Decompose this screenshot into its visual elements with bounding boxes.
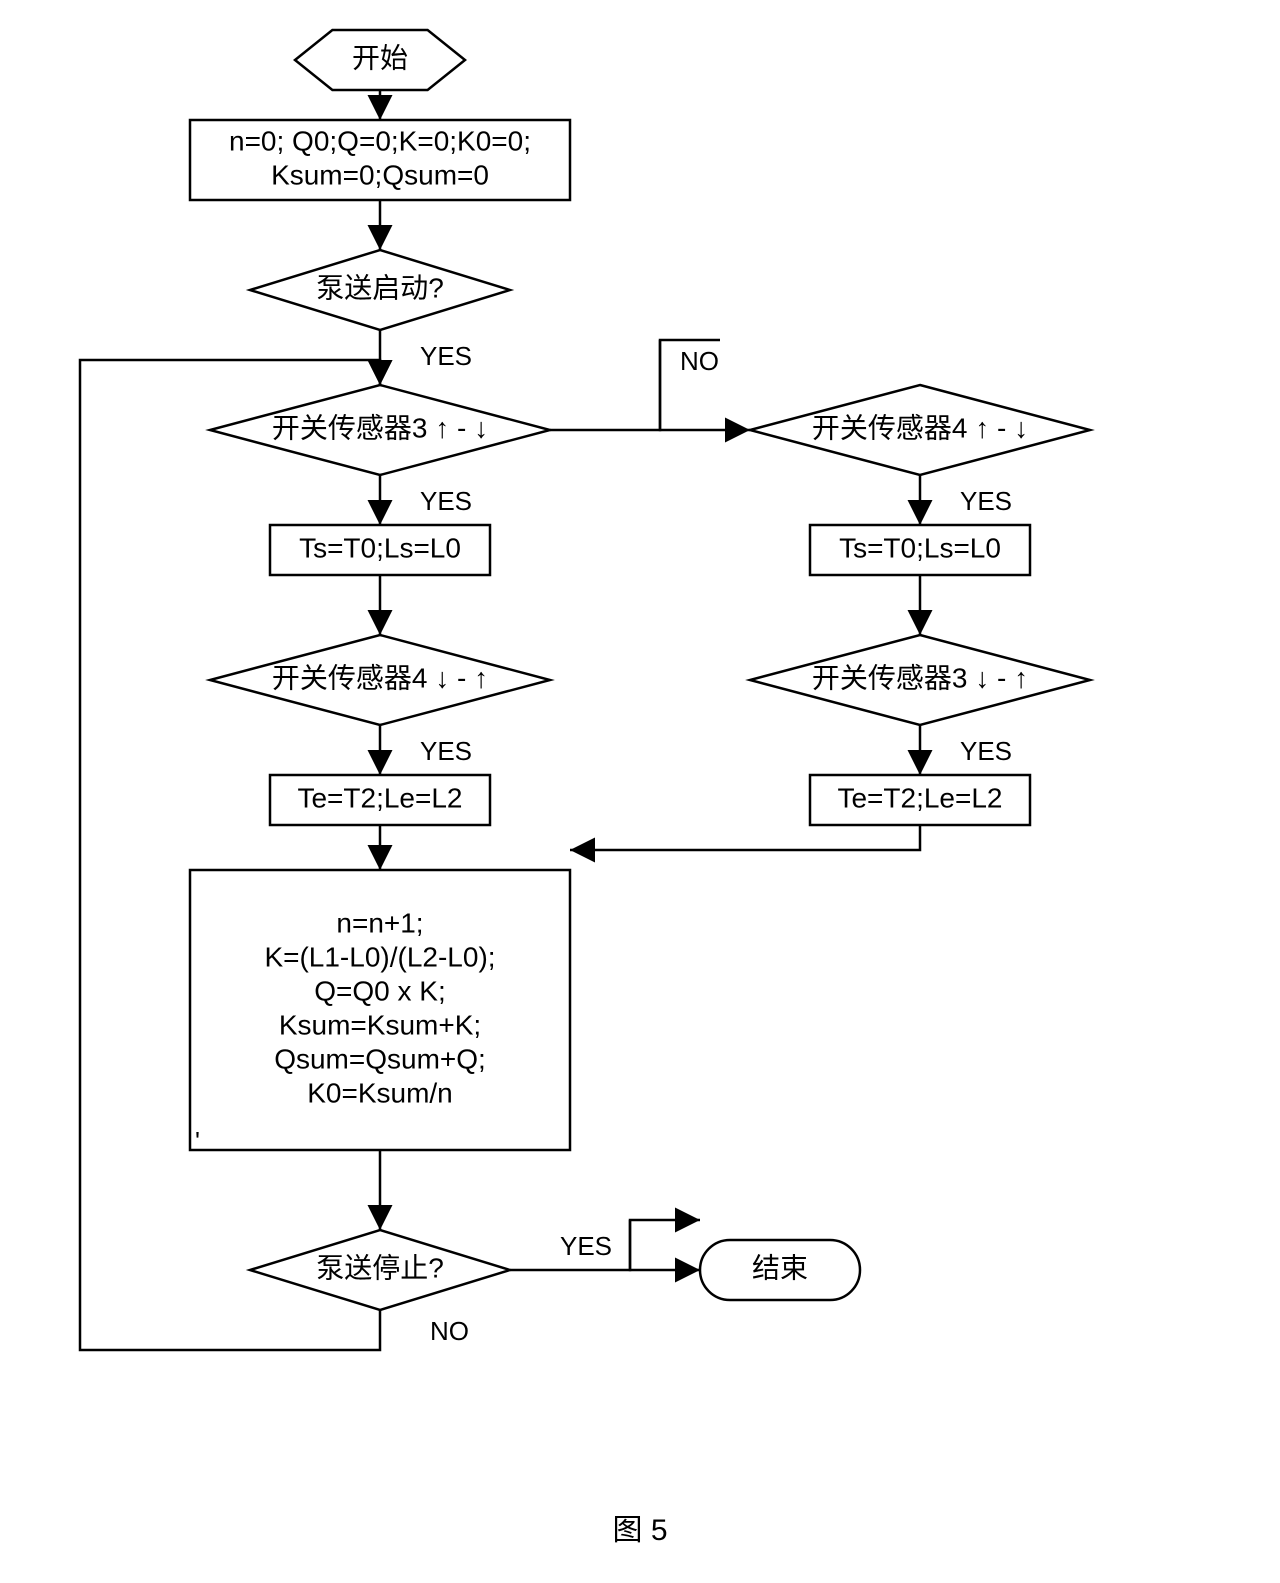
edge-9: [630, 1220, 700, 1270]
edge-label-5: YES: [420, 736, 472, 766]
edge-16: [570, 825, 920, 850]
sens4b-node-text: 开关传感器4 ↓ - ↑: [272, 662, 488, 693]
te1-node-text: Te=T2;Le=L2: [297, 782, 462, 813]
init-node-text: Ksum=0;Qsum=0: [271, 159, 489, 190]
te2-node-text: Te=T2;Le=L2: [837, 782, 1002, 813]
edge-label-8: YES: [560, 1231, 612, 1261]
edge-label-10: NO: [430, 1316, 469, 1346]
ts1-node-text: Ts=T0;Ls=L0: [299, 532, 461, 563]
pumpOff-node-text: 泵送停止?: [316, 1252, 444, 1283]
edge-10: [80, 360, 380, 1350]
calc-node-text: Q=Q0 x K;: [314, 975, 446, 1006]
calc-node-text: Ksum=Ksum+K;: [279, 1009, 481, 1040]
calc-node-text: n=n+1;: [336, 907, 423, 938]
sens3a-node-text: 开关传感器3 ↑ - ↓: [272, 412, 488, 443]
edge-label-13: YES: [960, 486, 1012, 516]
figure-caption: 图 5: [612, 1514, 667, 1547]
calc-node-text: Qsum=Qsum+Q;: [274, 1043, 486, 1074]
ts2-node-text: Ts=T0;Ls=L0: [839, 532, 1001, 563]
edge-label-15: YES: [960, 736, 1012, 766]
end-node-text: 结束: [752, 1252, 808, 1283]
init-node-text: n=0; Q0;Q=0;K=0;K0=0;: [229, 125, 531, 156]
calc-node-text: K=(L1-L0)/(L2-L0);: [264, 941, 495, 972]
start-node-text: 开始: [352, 42, 408, 73]
artifact-mark: ': [195, 1126, 200, 1156]
edge-label-3: YES: [420, 486, 472, 516]
edge-label-2: YES: [420, 341, 472, 371]
edge-label-11: NO: [680, 346, 719, 376]
calc-node-text: K0=Ksum/n: [307, 1077, 453, 1108]
sens3b-node-text: 开关传感器3 ↓ - ↑: [812, 662, 1028, 693]
pumpOn-node-text: 泵送启动?: [316, 272, 444, 303]
sens4a-node-text: 开关传感器4 ↑ - ↓: [812, 412, 1028, 443]
